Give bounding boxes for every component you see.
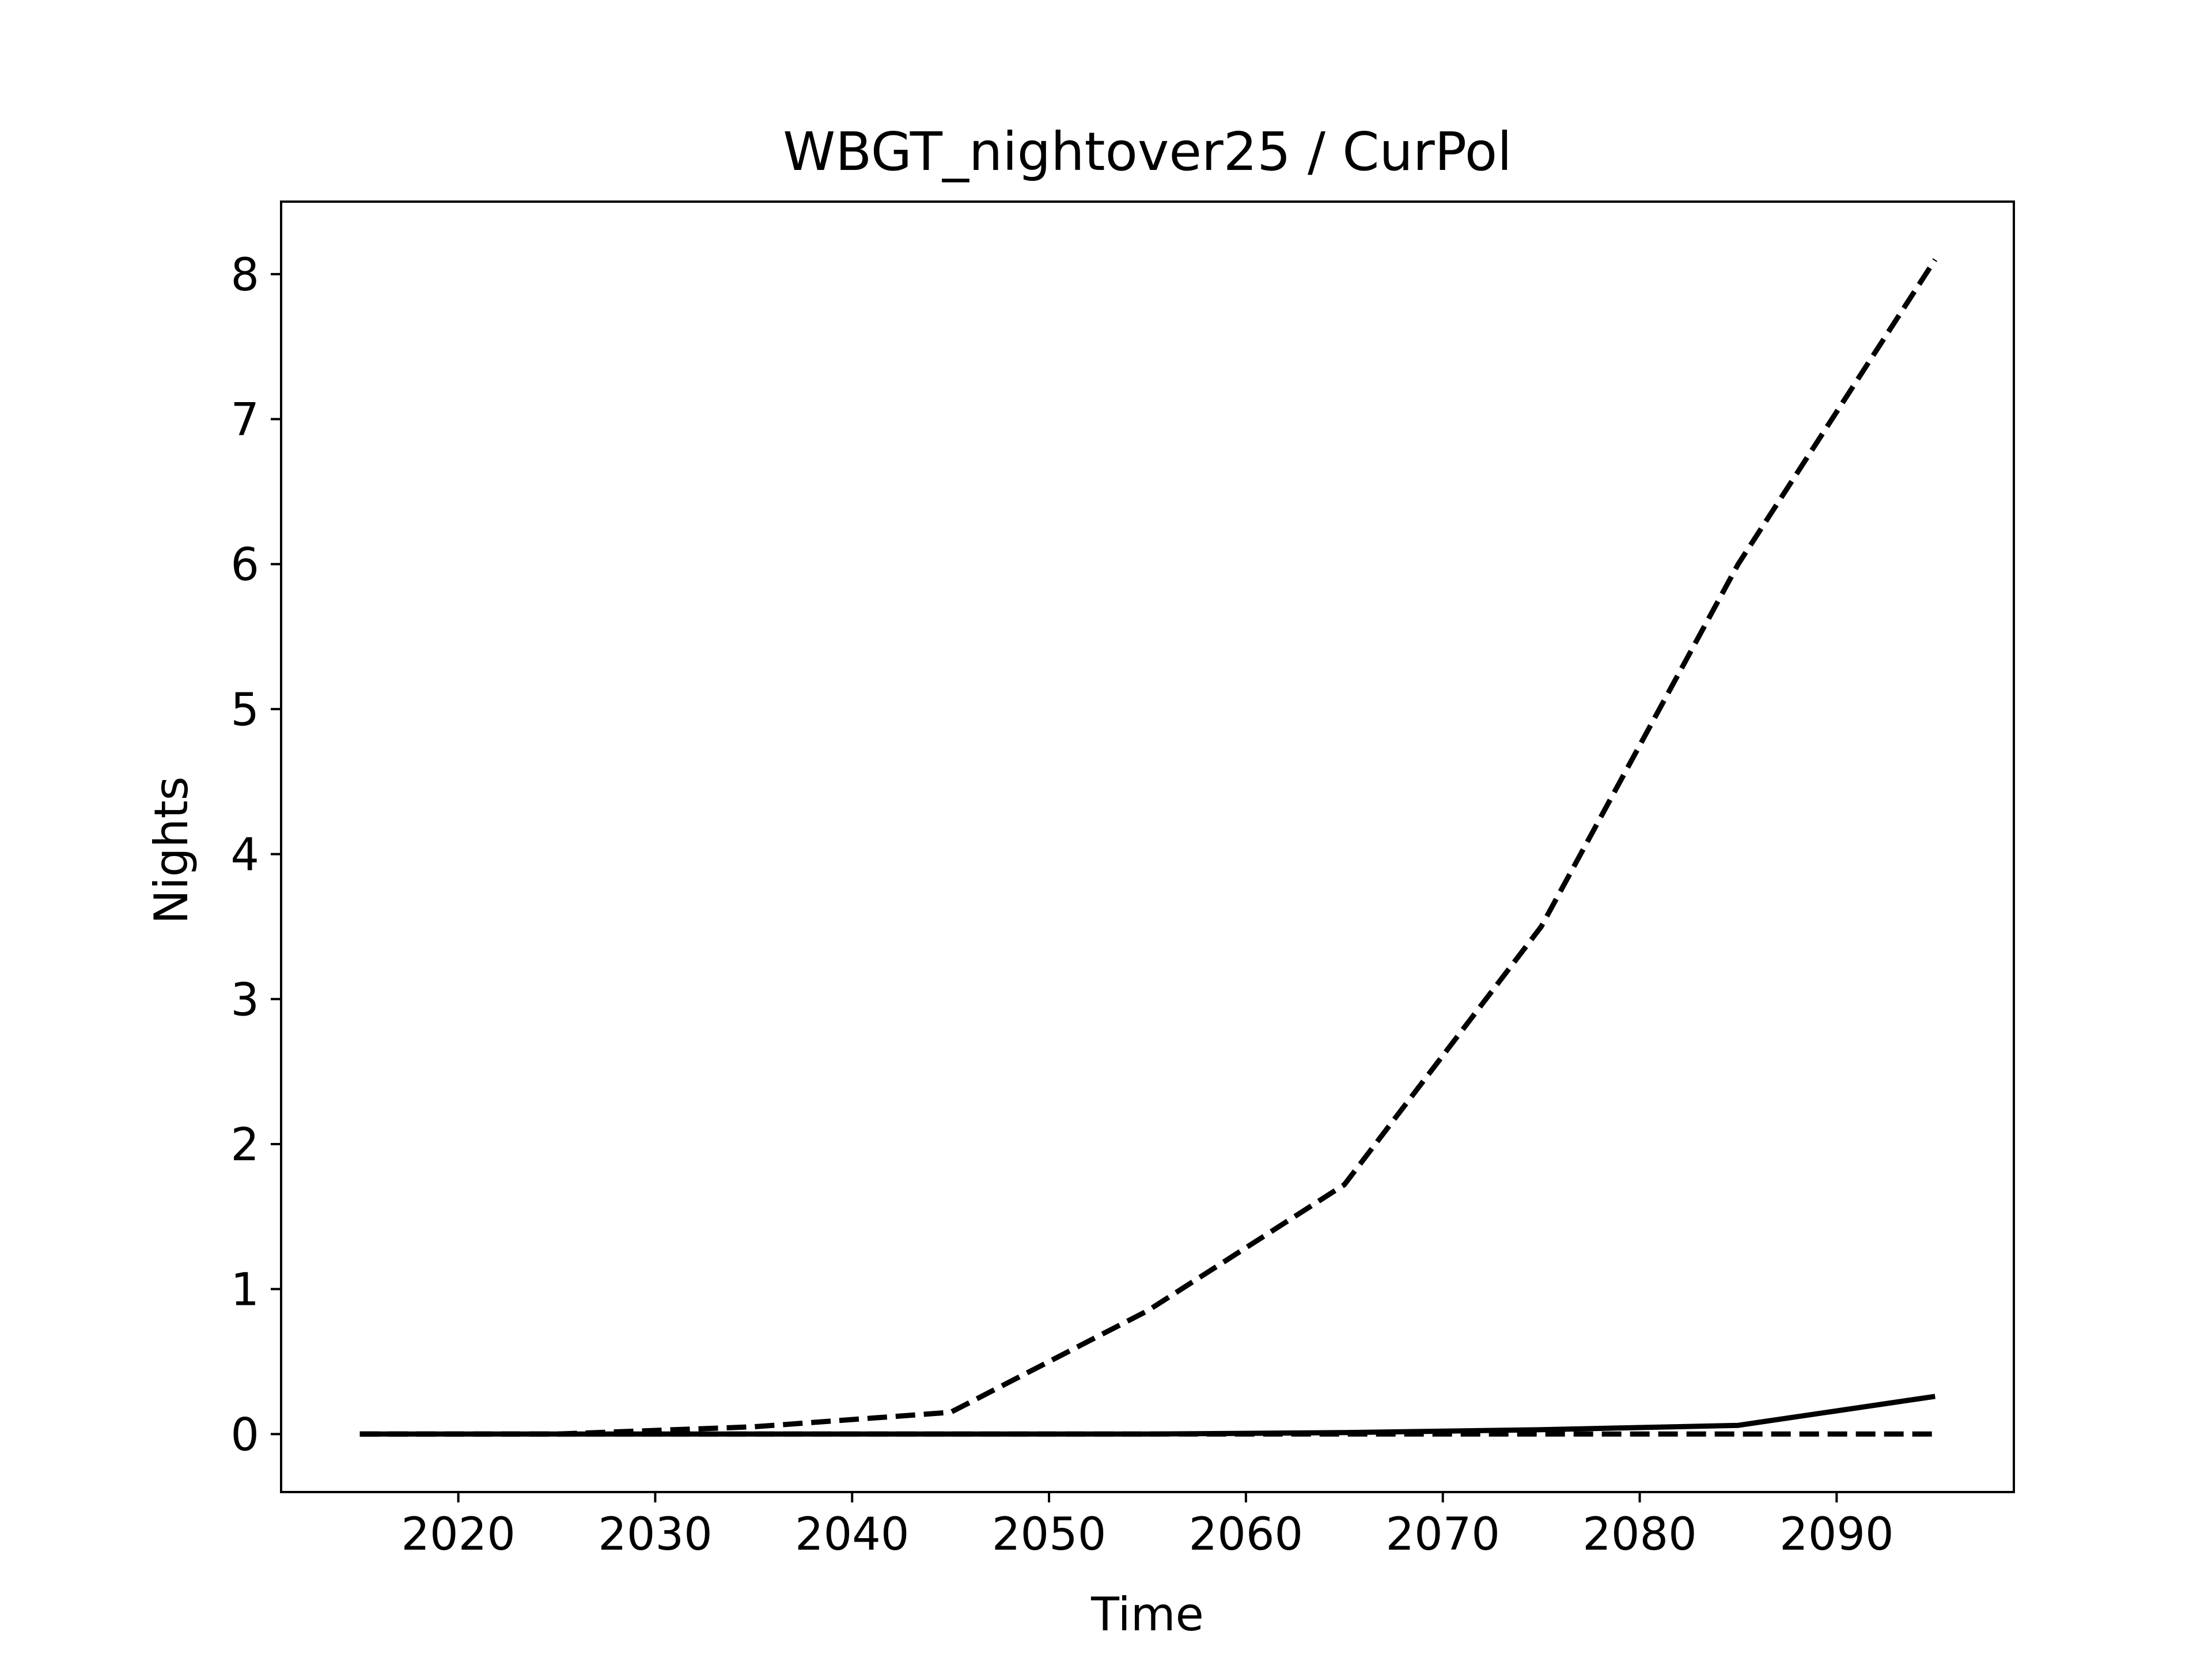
- series-layer: [359, 258, 1938, 1437]
- y-tick-label: 5: [230, 684, 259, 736]
- x-tick-label: 2040: [795, 1509, 910, 1561]
- x-tick-label: 2090: [1779, 1509, 1894, 1561]
- ticks-layer: 2020 2030 2040 2050 2060 2070 2080 2090 0 1 2 3 4 5 6 7…: [230, 249, 1893, 1561]
- y-tick-label: 6: [230, 539, 259, 591]
- x-axis-label: Time: [1090, 1588, 1204, 1641]
- y-tick-label: 3: [230, 974, 259, 1026]
- y-tick-label: 4: [230, 830, 259, 881]
- chart-title: WBGT_nightover25 / CurPol: [783, 121, 1512, 183]
- y-tick-label: 7: [230, 395, 259, 446]
- x-tick-label: 2080: [1582, 1509, 1697, 1561]
- x-tick-label: 2070: [1385, 1509, 1500, 1561]
- y-tick-label: 2: [230, 1119, 259, 1171]
- y-tick-label: 0: [230, 1409, 259, 1461]
- y-axis-label: Nights: [145, 777, 198, 925]
- y-tick-label: 1: [230, 1265, 259, 1316]
- plot-area-frame: [280, 200, 2015, 1493]
- x-tick-label: 2030: [598, 1509, 713, 1561]
- x-tick-label: 2060: [1189, 1509, 1304, 1561]
- x-tick-label: 2050: [992, 1509, 1107, 1561]
- y-tick-label: 8: [230, 249, 259, 301]
- x-tick-label: 2020: [401, 1509, 516, 1561]
